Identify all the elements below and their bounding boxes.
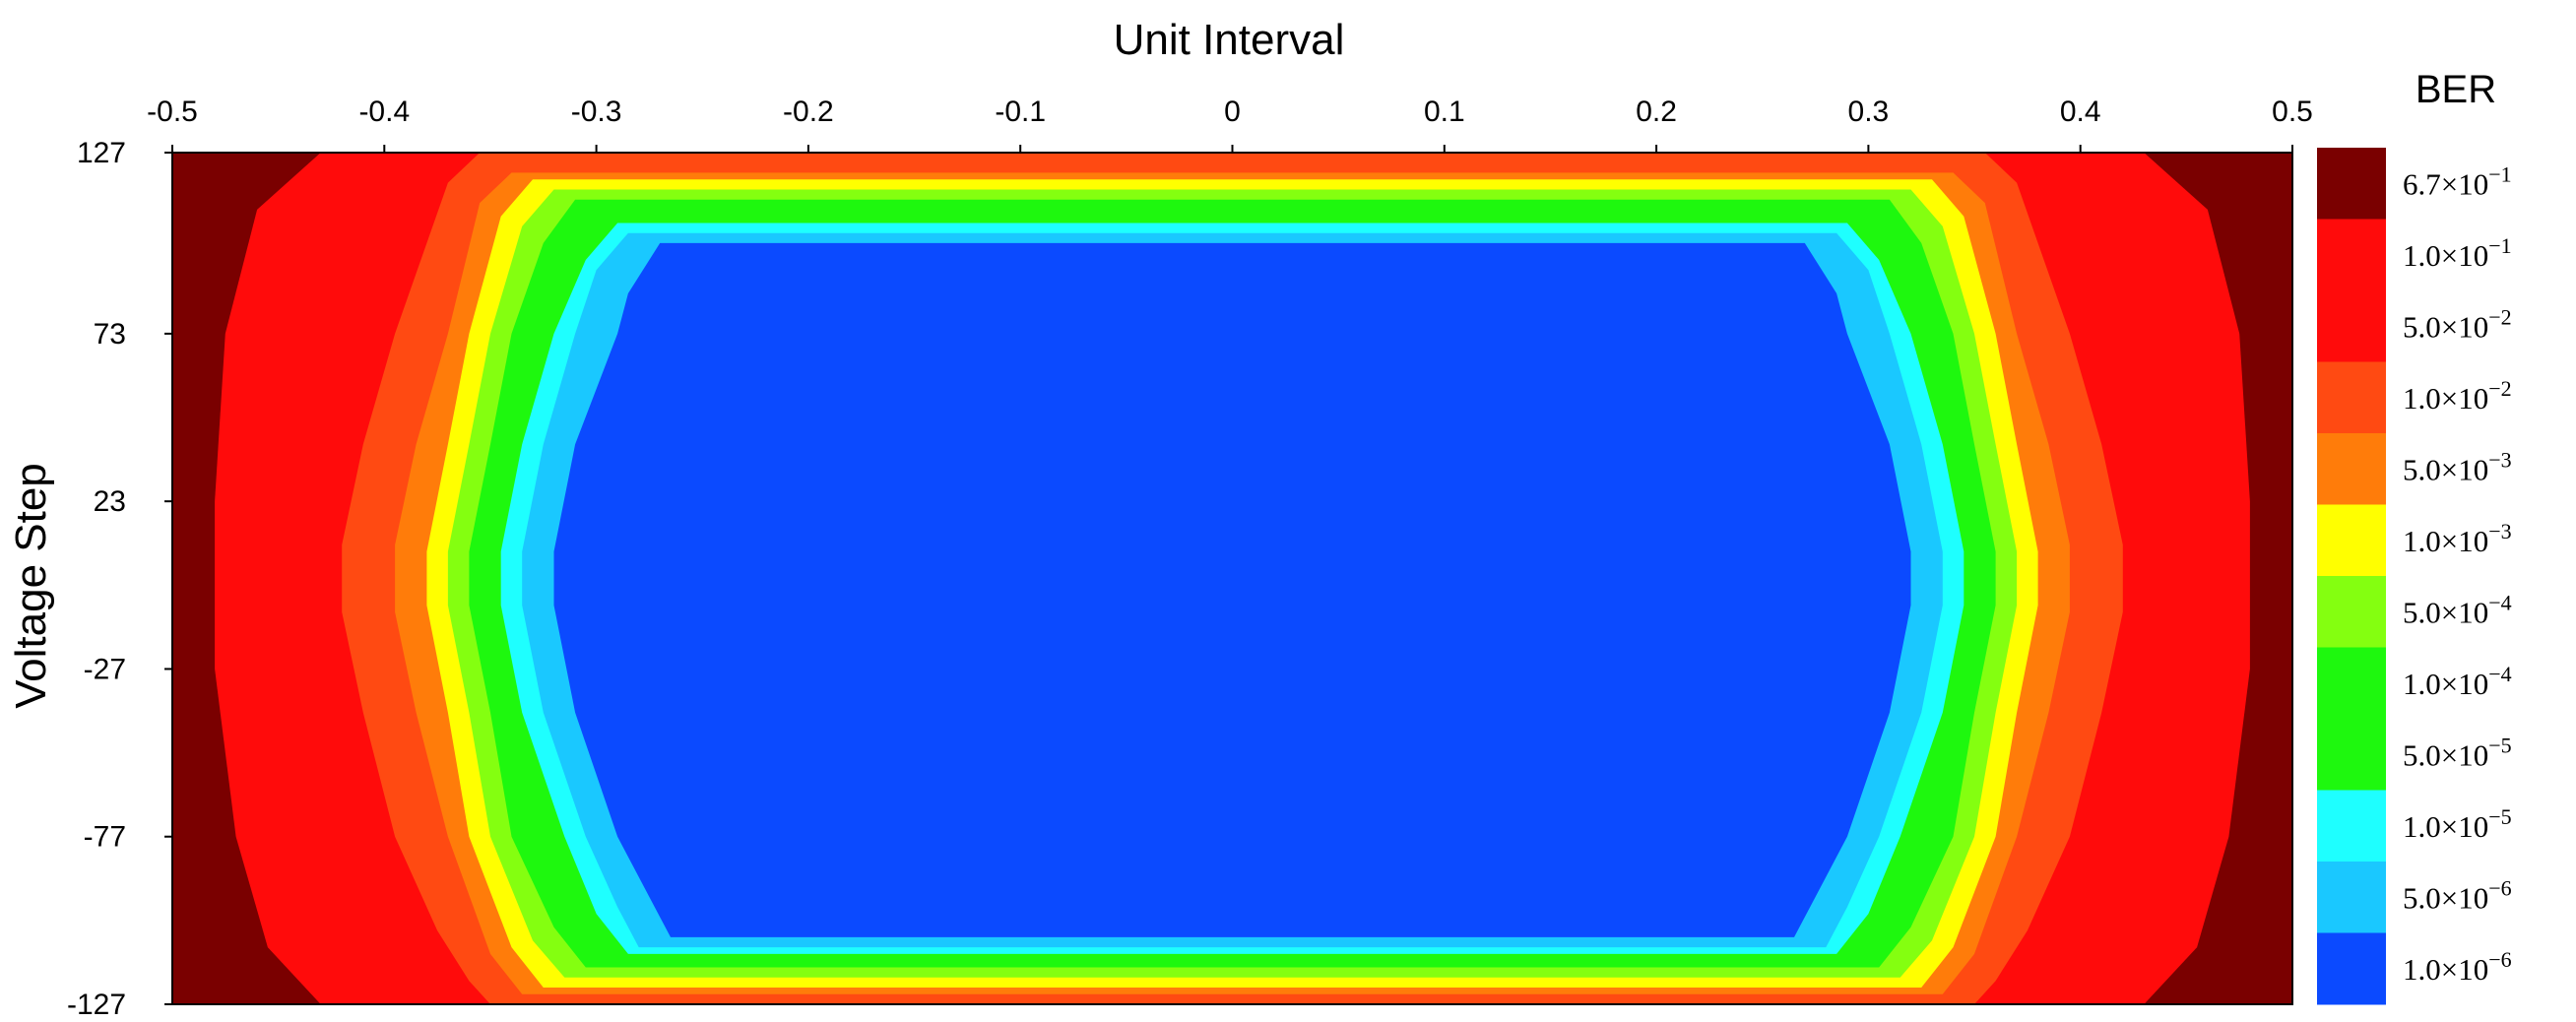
colorbar-swatch <box>2317 433 2386 505</box>
y-tick-label: 127 <box>77 137 126 169</box>
colorbar-label: 1.0×10−4 <box>2403 662 2512 701</box>
colorbar-swatch <box>2317 647 2386 720</box>
x-tick-label: 0.5 <box>2272 96 2313 128</box>
colorbar-label: 5.0×10−5 <box>2403 733 2512 772</box>
colorbar-swatch <box>2317 361 2386 434</box>
colorbar-swatch <box>2317 862 2386 933</box>
colorbar: 6.7×10−1 1.0×10−1 5.0×10−2 1.0×10−2 5.0×10−3… <box>2317 148 2512 1005</box>
x-tick-label: -0.5 <box>147 96 198 128</box>
colorbar-swatch <box>2317 504 2386 577</box>
contour-plot-area <box>171 152 2293 1005</box>
x-tick-label: -0.1 <box>995 96 1046 128</box>
colorbar-swatch <box>2317 290 2386 362</box>
y-tick-label: -27 <box>84 653 126 685</box>
x-tick-label: 0.4 <box>2060 96 2101 128</box>
colorbar-label: 1.0×10−2 <box>2403 376 2512 415</box>
colorbar-swatch <box>2317 932 2386 1005</box>
colorbar-swatch <box>2317 576 2386 648</box>
colorbar-label: 1.0×10−5 <box>2403 804 2512 844</box>
colorbar-label: 1.0×10−3 <box>2403 519 2512 558</box>
contour-band-1.0e-6 <box>553 242 1911 937</box>
x-tick-label: 0 <box>1224 96 1241 128</box>
colorbar-label: 1.0×10−6 <box>2403 947 2512 987</box>
colorbar-swatch <box>2317 719 2386 791</box>
colorbar-swatch <box>2317 148 2386 220</box>
colorbar-swatch <box>2317 790 2386 862</box>
y-axis-title: Voltage Step <box>7 463 55 709</box>
colorbar-label: 1.0×10−1 <box>2403 233 2512 273</box>
colorbar-swatch <box>2317 219 2386 291</box>
x-tick-label: 0.3 <box>1848 96 1890 128</box>
x-tick-label: 0.2 <box>1636 96 1677 128</box>
x-tick-label: -0.4 <box>358 96 410 128</box>
y-axis-ticks: 127 73 23 -27 -77 -127 <box>67 137 172 1021</box>
colorbar-label: 5.0×10−3 <box>2403 447 2512 486</box>
x-tick-label: -0.2 <box>783 96 834 128</box>
colorbar-label: 5.0×10−4 <box>2403 590 2512 629</box>
y-tick-label: 73 <box>94 318 126 351</box>
y-tick-label: -77 <box>84 821 126 854</box>
x-axis-title: Unit Interval <box>1114 16 1345 64</box>
x-axis-ticks: -0.5 -0.4 -0.3 -0.2 -0.1 0 0.1 0.2 0.3 0.4 0.5 <box>147 96 2313 153</box>
x-tick-label: 0.1 <box>1424 96 1465 128</box>
x-tick-label: -0.3 <box>571 96 622 128</box>
colorbar-label: 5.0×10−2 <box>2403 304 2512 344</box>
colorbar-title: BER <box>2415 68 2496 111</box>
y-tick-label: -127 <box>67 989 126 1021</box>
colorbar-label: 6.7×10−1 <box>2403 161 2512 201</box>
colorbar-label: 5.0×10−6 <box>2403 875 2512 915</box>
y-tick-label: 23 <box>94 485 126 518</box>
